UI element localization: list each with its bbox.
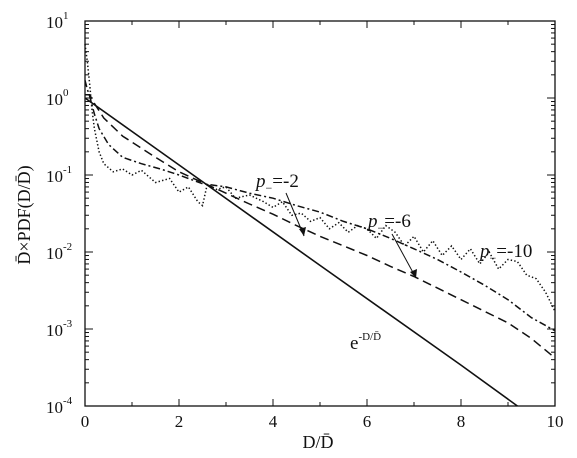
y-tick-label: 101 — [46, 10, 69, 32]
x-tick-label: 4 — [269, 412, 278, 431]
series-line-dotted — [84, 44, 556, 312]
y-axis-label-group: D̄×PDF(D/D̄) — [14, 165, 35, 264]
x-tick-label: 2 — [175, 412, 184, 431]
x-tick-label: 6 — [363, 412, 372, 431]
y-axis-label: D̄×PDF(D/D̄) — [14, 165, 35, 264]
arrow-head-p-minus-6 — [410, 269, 417, 278]
annotation-p-minus-6: p−=-6 — [366, 211, 411, 235]
x-tick-label: 8 — [457, 412, 466, 431]
annotation-p-minus-10: p−=-10 — [478, 241, 532, 265]
x-tick-label: 10 — [547, 412, 564, 431]
arrow-head-p-minus-2 — [299, 227, 306, 236]
y-tick-label: 100 — [46, 87, 69, 109]
arrow-p-minus-6 — [391, 233, 417, 279]
annotation-p-minus-2: p−=-2 — [254, 171, 299, 195]
series-line-solid — [84, 97, 518, 407]
series-line-dashed — [85, 94, 556, 359]
series-line-dash-dot — [84, 80, 556, 332]
x-axis-label: D/D̄ — [303, 432, 334, 452]
y-tick-label: 10-4 — [46, 395, 73, 417]
y-tick-label: 10-1 — [46, 164, 72, 186]
series-layer — [84, 44, 556, 407]
plot-frame — [84, 20, 556, 407]
x-tick-label: 0 — [81, 412, 90, 431]
y-tick-label: 10-2 — [46, 241, 72, 263]
annotation-exp-decay: e-D/D̄ — [350, 331, 381, 354]
tick-layer: 0 2 4 6 8 10 101 100 10-1 10-2 10-3 10-4 — [46, 10, 564, 431]
y-tick-label: 10-3 — [46, 318, 73, 340]
